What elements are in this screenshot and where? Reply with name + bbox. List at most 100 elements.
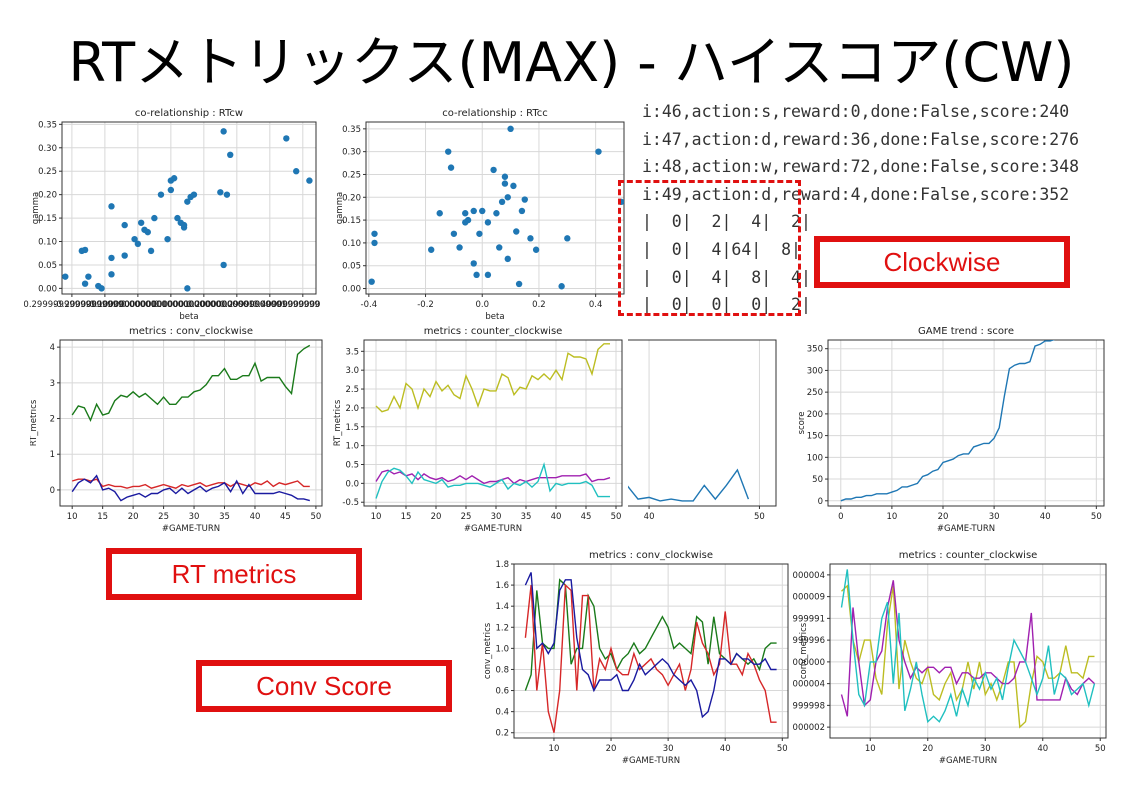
scatter-point xyxy=(501,173,509,180)
scatter-point xyxy=(476,230,483,237)
y-tick-label: 0.2 xyxy=(495,729,509,739)
y-tick-label: 50 xyxy=(812,475,823,485)
y-tick-label: 2 xyxy=(50,415,55,425)
scatter-point xyxy=(462,210,469,217)
scatter-point xyxy=(147,247,155,255)
y-tick-label: 1.39999999999999991 xyxy=(792,614,825,624)
x-tick-label: 0.4 xyxy=(589,300,603,310)
scatter-point xyxy=(450,230,458,237)
chart-title: GAME trend : score xyxy=(918,326,1014,337)
scatter-point xyxy=(164,235,171,243)
x-tick-label: 40 xyxy=(250,512,261,522)
x-tick-label: 40 xyxy=(644,512,655,522)
y-tick-label: 0.0 xyxy=(345,479,359,489)
scatter-point xyxy=(223,191,231,198)
x-tick-label: 25 xyxy=(158,512,169,522)
scatter-point xyxy=(513,228,520,235)
plot-frame xyxy=(829,563,1107,739)
x-axis-label: beta xyxy=(485,312,504,322)
y-tick-label: 1.0 xyxy=(495,644,509,654)
game-log: i:46,action:s,reward:0,done:False,score:… xyxy=(642,98,1079,319)
series-line xyxy=(840,580,1095,717)
scatter-point xyxy=(121,221,128,229)
x-tick-label: 45 xyxy=(280,512,291,522)
scatter-point xyxy=(532,246,540,253)
y-axis-label: conv_metrics xyxy=(483,622,493,679)
scatter-point xyxy=(498,198,506,206)
y-tick-label: 3.5 xyxy=(345,347,359,357)
chart-rt-cc-metrics: metrics : counter_clockwise 10 15 20 25 30 35 4… xyxy=(333,326,623,532)
x-tick-label: 20 xyxy=(922,744,933,754)
scatter-point xyxy=(515,280,523,288)
y-tick-label: 0.20 xyxy=(38,191,57,201)
plot-frame xyxy=(827,339,1105,507)
scatter-point xyxy=(167,186,175,194)
plot-frame xyxy=(61,121,317,295)
x-tick-label: -0.10000000000000001 xyxy=(86,300,189,310)
scatter-point xyxy=(456,244,463,251)
x-axis-label: beta xyxy=(179,312,198,322)
scatter-point xyxy=(217,189,224,196)
y-tick-label: 3.0 xyxy=(345,366,359,376)
x-tick-label: 10 xyxy=(886,512,897,522)
scatter-point xyxy=(595,148,602,155)
y-tick-label: 1.60000000000000009 xyxy=(792,593,825,603)
x-tick-label: -0.20000000000000001 xyxy=(53,300,156,310)
y-tick-label: 2.0 xyxy=(345,404,359,414)
scatter-point xyxy=(283,135,290,142)
y-tick-label: 2.5 xyxy=(345,385,359,395)
scatter-point xyxy=(137,219,145,226)
series-line xyxy=(840,569,1096,724)
x-tick-label: 40 xyxy=(720,744,731,754)
scatter-point xyxy=(504,194,511,201)
x-tick-label: 0.20000000000000001 xyxy=(187,300,287,310)
y-tick-label: 300 xyxy=(807,366,823,376)
x-tick-label: 20 xyxy=(938,512,949,522)
scatter-point xyxy=(501,180,509,187)
scatter-point xyxy=(134,240,142,248)
y-tick-label: 1.19999999999999996 xyxy=(792,636,825,646)
series-line xyxy=(71,474,310,502)
chart-rtcw: co-relationship : RTcw -0.299999999999999… xyxy=(24,108,320,322)
y-tick-label: 200 xyxy=(807,410,823,420)
x-tick-label: 50 xyxy=(754,512,765,522)
x-tick-label: -0.29999999999999999 xyxy=(24,300,123,310)
scatter-point xyxy=(81,280,89,287)
scatter-point xyxy=(190,191,198,198)
page-title: RTメトリックス(MAX) - ハイスコア(CW) xyxy=(68,31,1075,94)
scatter-point xyxy=(445,148,452,155)
scatter-point xyxy=(464,216,472,224)
y-tick-label: 0.25 xyxy=(38,167,57,177)
x-tick-label: 50 xyxy=(1095,744,1106,754)
scatter-point xyxy=(496,244,503,251)
x-tick-label: 30 xyxy=(491,512,502,522)
y-tick-label: 0.10 xyxy=(38,238,57,248)
y-tick-label: 0.35 xyxy=(38,120,57,130)
board-highlight-box xyxy=(618,180,801,316)
rt-metrics-callout: RT metrics xyxy=(106,548,362,600)
x-axis-label: #GAME-TURN xyxy=(162,524,220,532)
y-tick-label: 1.4 xyxy=(495,602,509,612)
x-tick-label: 50 xyxy=(611,512,622,522)
x-tick-label: 40 xyxy=(1037,744,1048,754)
series-line xyxy=(524,572,777,719)
scatter-point xyxy=(507,125,514,133)
plot-frame xyxy=(628,339,777,507)
x-tick-label: 0 xyxy=(838,512,843,522)
x-tick-label: 35 xyxy=(521,512,532,522)
y-tick-label: 0.15 xyxy=(38,214,57,224)
scatter-point xyxy=(108,271,115,278)
scatter-point xyxy=(121,252,128,259)
series-line xyxy=(840,340,1055,502)
scatter-point xyxy=(81,246,89,254)
x-tick-label: 20 xyxy=(128,512,139,522)
y-tick-label: 1.8 xyxy=(495,560,509,570)
scatter-point xyxy=(490,166,497,174)
series-line xyxy=(628,468,750,502)
scatter-point xyxy=(558,283,565,290)
y-tick-label: 0.6 xyxy=(495,687,509,697)
scatter-point xyxy=(493,210,500,217)
y-tick-label: 0.5 xyxy=(345,461,359,471)
series-line xyxy=(375,343,610,413)
scatter-point xyxy=(220,128,227,135)
